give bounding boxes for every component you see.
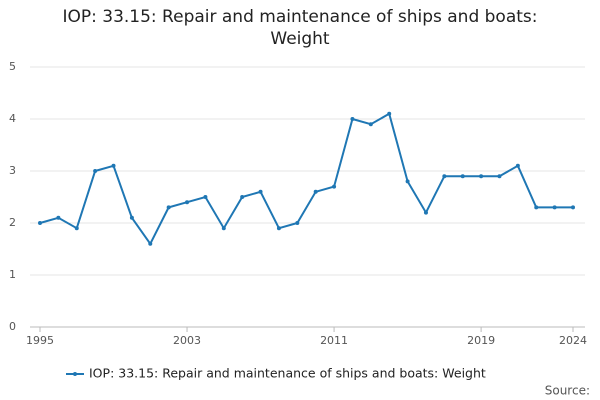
data-point: [515, 163, 520, 168]
y-tick-label: 0: [9, 320, 16, 333]
data-point: [185, 200, 190, 205]
data-point: [460, 174, 465, 179]
data-point: [497, 174, 502, 179]
data-point: [479, 174, 484, 179]
data-point: [38, 221, 42, 225]
x-tick-label: 1995: [26, 334, 54, 347]
y-tick-label: 4: [9, 112, 16, 125]
data-point: [405, 179, 410, 184]
data-point: [129, 215, 134, 220]
x-tick-label: 2019: [467, 334, 495, 347]
data-point: [240, 195, 245, 199]
data-point: [148, 241, 153, 246]
data-point: [295, 221, 300, 225]
y-tick-label: 1: [9, 268, 16, 281]
data-point: [56, 215, 61, 220]
data-point: [74, 226, 79, 231]
data-point: [332, 184, 337, 189]
x-tick-label: 2011: [320, 334, 348, 347]
y-tick-label: 3: [9, 164, 16, 177]
legend-label: IOP: 33.15: Repair and maintenance of sh…: [89, 366, 486, 381]
data-point: [387, 111, 392, 116]
data-point: [276, 226, 281, 231]
data-point: [350, 117, 355, 121]
x-tick-label: 2024: [559, 334, 587, 347]
data-point: [423, 210, 428, 215]
x-tick-label: 2003: [173, 334, 201, 347]
chart-title: IOP: 33.15: Repair and maintenance of sh…: [62, 7, 538, 49]
source-label: Source:: [545, 384, 590, 398]
data-point: [313, 189, 318, 194]
data-point: [203, 195, 208, 199]
y-tick-label: 5: [9, 60, 16, 73]
data-point: [571, 205, 575, 210]
data-point: [258, 189, 263, 194]
data-point: [368, 122, 373, 127]
data-point: [442, 174, 447, 179]
legend-marker: [73, 372, 77, 376]
data-point: [221, 226, 226, 231]
data-point: [534, 205, 539, 210]
data-point: [93, 169, 98, 173]
data-point: [111, 163, 116, 168]
y-tick-label: 2: [9, 216, 16, 229]
data-point: [166, 205, 171, 210]
series-line: [39, 112, 573, 246]
data-point: [552, 205, 557, 210]
